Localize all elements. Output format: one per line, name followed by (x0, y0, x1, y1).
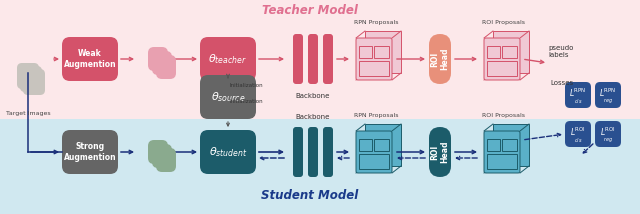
FancyBboxPatch shape (23, 69, 45, 95)
FancyBboxPatch shape (429, 34, 451, 84)
Polygon shape (493, 124, 529, 166)
FancyBboxPatch shape (200, 37, 256, 81)
Text: Teacher Model: Teacher Model (262, 4, 358, 17)
Text: Initialization: Initialization (229, 99, 262, 104)
FancyBboxPatch shape (356, 131, 392, 173)
Text: $\theta_{source}$: $\theta_{source}$ (211, 90, 245, 104)
Text: $L^{\mathrm{ROI}}$: $L^{\mathrm{ROI}}$ (600, 126, 616, 138)
Text: pseudo
labels: pseudo labels (548, 45, 573, 58)
FancyBboxPatch shape (484, 38, 520, 80)
FancyBboxPatch shape (17, 63, 39, 89)
Text: $_{reg}$: $_{reg}$ (603, 98, 613, 106)
FancyBboxPatch shape (152, 144, 172, 168)
FancyBboxPatch shape (308, 34, 318, 84)
Text: $L^{\mathrm{RPN}}$: $L^{\mathrm{RPN}}$ (570, 87, 587, 99)
FancyBboxPatch shape (148, 140, 168, 164)
Text: $_{reg}$: $_{reg}$ (603, 137, 613, 145)
Text: ROI
Head: ROI Head (430, 141, 450, 163)
Text: Weak
Augmention: Weak Augmention (64, 49, 116, 69)
Text: Losses: Losses (550, 80, 573, 86)
Text: Backbone: Backbone (296, 93, 330, 99)
FancyBboxPatch shape (323, 34, 333, 84)
Text: Student Model: Student Model (261, 189, 358, 202)
FancyBboxPatch shape (308, 127, 318, 177)
FancyBboxPatch shape (152, 51, 172, 75)
FancyBboxPatch shape (148, 47, 168, 71)
Text: $L^{\mathrm{RPN}}$: $L^{\mathrm{RPN}}$ (599, 87, 617, 99)
Text: $L^{\mathrm{ROI}}$: $L^{\mathrm{ROI}}$ (570, 126, 586, 138)
Text: ROI Proposals: ROI Proposals (483, 113, 525, 118)
FancyBboxPatch shape (595, 82, 621, 108)
FancyBboxPatch shape (62, 130, 118, 174)
FancyBboxPatch shape (200, 130, 256, 174)
Text: ROI Proposals: ROI Proposals (483, 20, 525, 25)
Text: $\theta_{teacher}$: $\theta_{teacher}$ (209, 52, 248, 66)
Text: ROI
Head: ROI Head (430, 48, 450, 70)
FancyBboxPatch shape (429, 127, 451, 177)
FancyBboxPatch shape (200, 75, 256, 119)
FancyBboxPatch shape (595, 121, 621, 147)
Text: Target Images: Target Images (6, 111, 51, 116)
Text: $_{cls}$: $_{cls}$ (573, 98, 582, 106)
Text: RPN Proposals: RPN Proposals (354, 113, 398, 118)
Polygon shape (493, 31, 529, 73)
FancyBboxPatch shape (293, 34, 303, 84)
FancyBboxPatch shape (484, 131, 520, 173)
FancyBboxPatch shape (565, 121, 591, 147)
Text: Initialization: Initialization (229, 83, 262, 88)
FancyBboxPatch shape (356, 38, 392, 80)
Text: RPN Proposals: RPN Proposals (354, 20, 398, 25)
FancyBboxPatch shape (156, 55, 176, 79)
Text: Strong
Augmention: Strong Augmention (64, 142, 116, 162)
FancyBboxPatch shape (20, 66, 42, 92)
FancyBboxPatch shape (156, 148, 176, 172)
FancyBboxPatch shape (0, 0, 640, 119)
Text: $\theta_{student}$: $\theta_{student}$ (209, 145, 248, 159)
FancyBboxPatch shape (323, 127, 333, 177)
Polygon shape (365, 31, 401, 73)
FancyBboxPatch shape (62, 37, 118, 81)
FancyBboxPatch shape (293, 127, 303, 177)
Text: Backbone: Backbone (296, 114, 330, 120)
Text: $_{cls}$: $_{cls}$ (573, 137, 582, 145)
FancyBboxPatch shape (565, 82, 591, 108)
Polygon shape (365, 124, 401, 166)
FancyBboxPatch shape (0, 119, 640, 214)
